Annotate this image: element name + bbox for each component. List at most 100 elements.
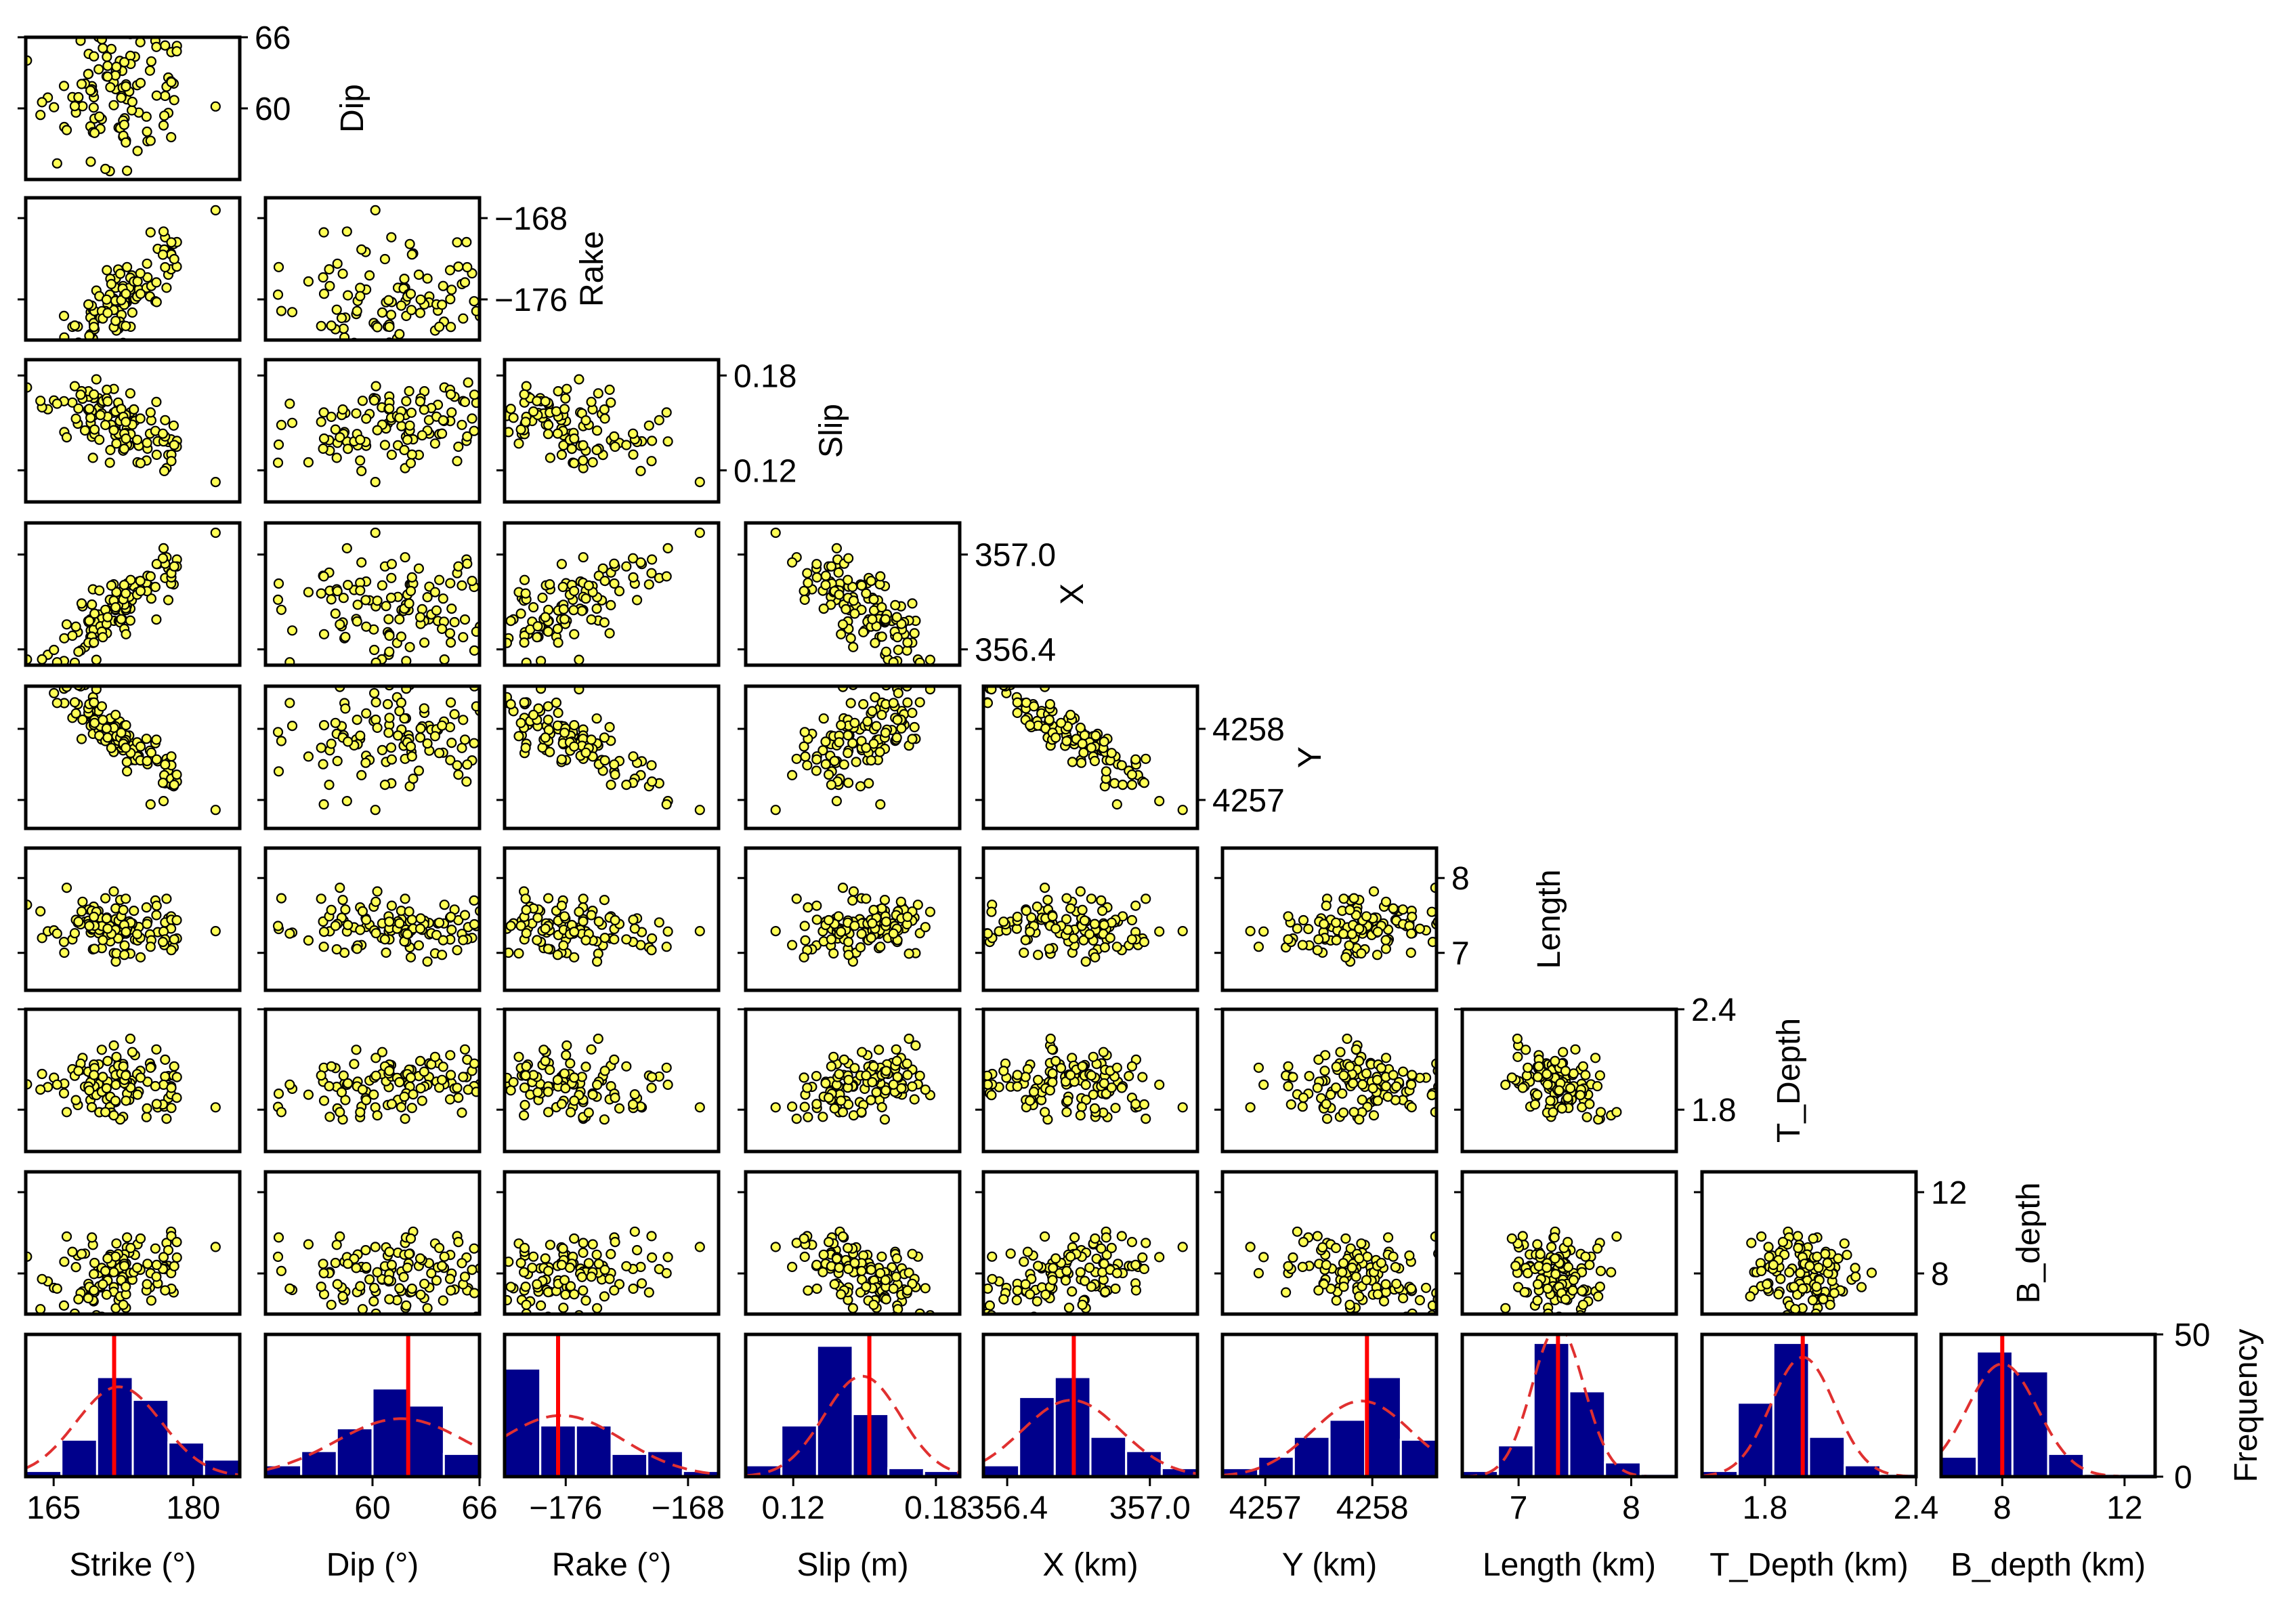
panel-frame	[1939, 1332, 2157, 1479]
sample-point	[568, 605, 579, 616]
sample-point	[1177, 925, 1188, 937]
sample-point	[803, 902, 813, 913]
sample-point	[880, 614, 891, 625]
sample-point	[111, 438, 122, 449]
x-tick-label: 8	[1622, 1490, 1640, 1526]
sample-point	[372, 722, 383, 734]
sample-point	[94, 585, 105, 596]
sample-point	[106, 278, 116, 289]
sample-point	[342, 579, 354, 591]
sample-point	[355, 585, 366, 596]
sample-point	[356, 465, 367, 477]
sample-point	[1822, 1257, 1833, 1269]
sample-point	[856, 580, 867, 591]
sample-point	[505, 698, 516, 710]
sample-point	[69, 101, 81, 112]
sample-point	[417, 430, 427, 441]
sample-point	[591, 1249, 602, 1260]
sample-point	[492, 1086, 501, 1095]
sample-point	[73, 1294, 84, 1305]
sample-point	[413, 765, 425, 776]
sample-point	[89, 51, 100, 62]
sample-point	[580, 1061, 591, 1072]
sample-point	[520, 1070, 531, 1081]
sample-point	[402, 434, 413, 445]
scatter-panel-Dip-Slip	[257, 358, 482, 504]
sample-point	[370, 697, 381, 708]
sample-point	[276, 419, 286, 431]
sample-point	[119, 940, 130, 951]
sample-point	[661, 407, 672, 418]
sample-point	[285, 347, 294, 356]
sample-point	[1032, 1261, 1044, 1271]
histogram-bar	[131, 1399, 170, 1478]
sample-point	[559, 614, 570, 625]
sample-point	[1044, 714, 1055, 725]
histogram-bar	[335, 1427, 374, 1478]
sample-point	[169, 561, 179, 572]
sample-point	[493, 404, 502, 413]
sample-point	[1177, 805, 1188, 816]
sample-point	[422, 591, 433, 603]
sample-point	[1258, 1252, 1269, 1263]
sample-point	[135, 268, 146, 279]
sample-point	[1592, 1243, 1603, 1254]
sample-point	[38, 675, 47, 684]
panel-frame	[24, 521, 242, 667]
sample-point	[383, 727, 394, 738]
sample-point	[1099, 942, 1110, 953]
panel-frame	[263, 196, 482, 342]
sample-point	[1126, 934, 1138, 945]
sample-point	[1331, 935, 1342, 946]
sample-point	[583, 1107, 594, 1118]
sample-point	[1354, 1291, 1365, 1302]
sample-point	[146, 593, 156, 604]
sample-point	[1283, 1061, 1294, 1072]
sample-point	[1077, 738, 1088, 749]
sample-point	[924, 686, 935, 695]
sample-point	[272, 457, 284, 468]
sample-point	[318, 799, 329, 810]
sample-point	[286, 720, 298, 732]
sample-point	[61, 1231, 72, 1242]
x-axis-title: Dip (°)	[326, 1547, 419, 1583]
sample-point	[786, 557, 798, 568]
sample-point	[986, 1090, 997, 1101]
sample-point	[125, 615, 135, 626]
sample-point	[119, 443, 129, 455]
sample-point	[129, 26, 138, 35]
sample-point	[1344, 1299, 1355, 1310]
sample-point	[145, 135, 156, 146]
sample-point	[450, 650, 459, 659]
sample-point	[106, 742, 116, 753]
sample-point	[493, 1061, 502, 1070]
sample-point	[1345, 1243, 1356, 1254]
sample-point	[1124, 1070, 1134, 1082]
sample-point	[849, 921, 860, 931]
sample-point	[85, 156, 96, 167]
sample-point	[326, 738, 337, 749]
sample-point	[998, 916, 1009, 927]
sample-point	[636, 1278, 647, 1289]
sample-point	[1080, 956, 1091, 967]
sample-point	[799, 1101, 810, 1112]
sample-point	[169, 253, 179, 265]
sample-point	[111, 11, 120, 20]
sample-point	[418, 655, 427, 664]
sample-point	[920, 922, 931, 933]
sample-point	[1012, 1081, 1023, 1092]
sample-point	[580, 415, 591, 426]
sample-point	[914, 1070, 925, 1081]
sample-point	[98, 935, 108, 946]
sample-point	[1372, 1074, 1383, 1085]
sample-point	[694, 805, 705, 816]
scatter-panel-Rake-Length	[496, 846, 721, 992]
sample-point	[119, 57, 130, 68]
sample-point	[1535, 1248, 1546, 1260]
sample-point	[160, 1071, 171, 1082]
sample-point	[324, 1080, 335, 1092]
sample-point	[337, 268, 348, 279]
sample-point	[331, 452, 342, 463]
sample-point	[986, 686, 997, 695]
sample-point	[102, 384, 112, 396]
